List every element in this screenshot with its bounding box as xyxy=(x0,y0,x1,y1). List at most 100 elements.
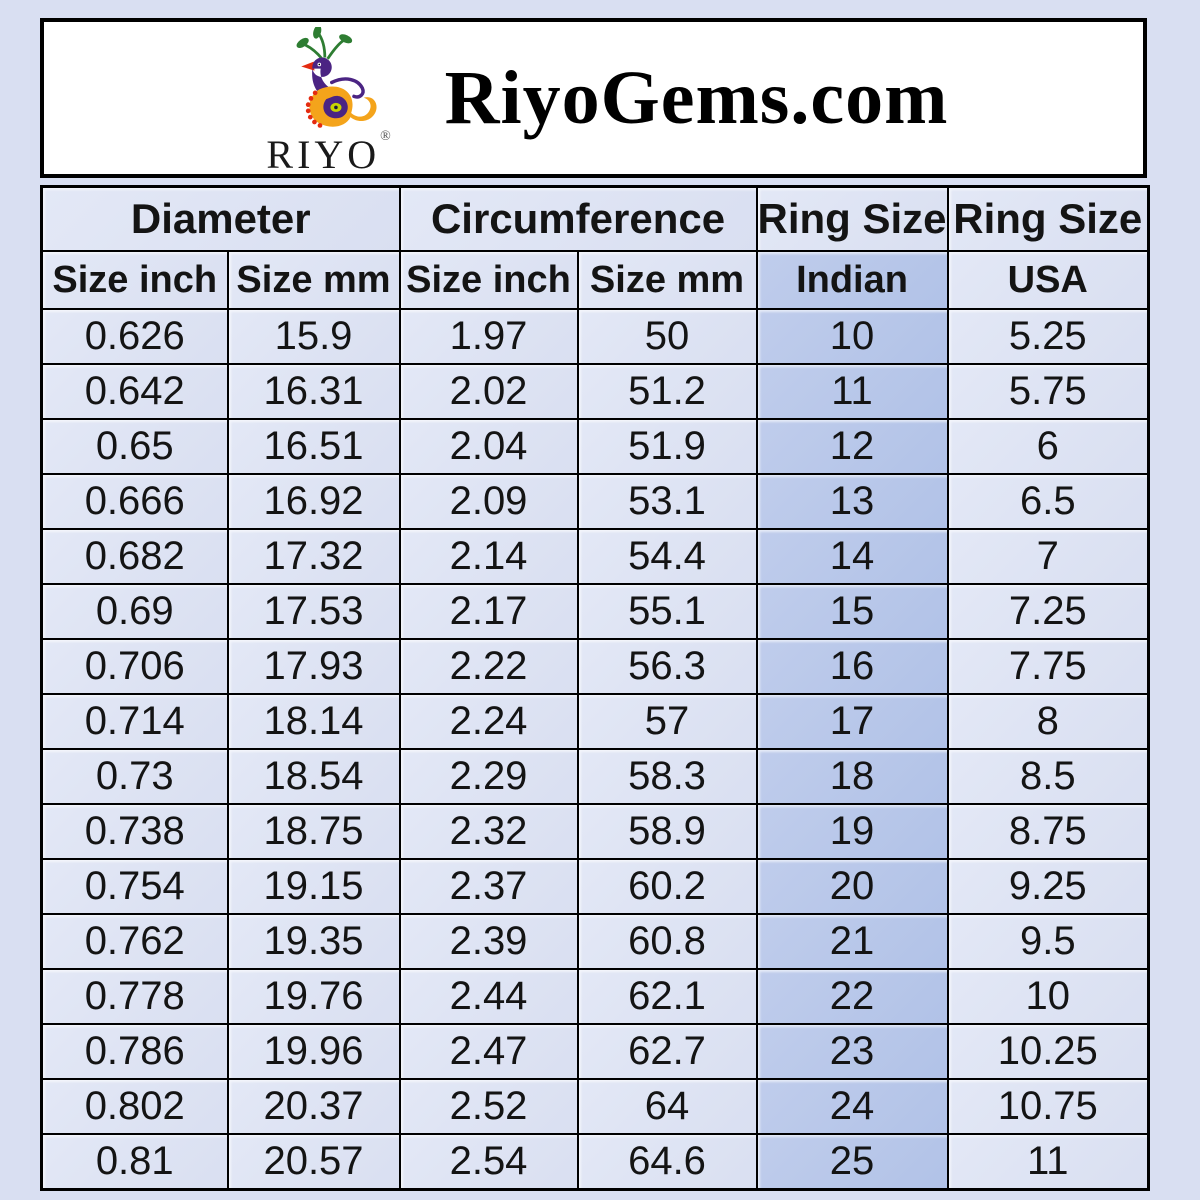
table-cell: 22 xyxy=(755,968,949,1025)
table-cell: 0.706 xyxy=(40,638,229,695)
table-cell: 12 xyxy=(755,418,949,475)
table-cell: 0.754 xyxy=(40,858,229,915)
table-cell: 2.37 xyxy=(398,858,579,915)
table-cell: 58.9 xyxy=(576,803,758,860)
group-header-row: Diameter Circumference Ring Size Ring Si… xyxy=(40,185,1150,252)
table-cell: 0.762 xyxy=(40,913,229,970)
table-cell: 0.738 xyxy=(40,803,229,860)
column-group-ring-size-usa: Ring Size xyxy=(946,185,1150,252)
table-cell: 11 xyxy=(755,363,949,420)
table-cell: 19.76 xyxy=(226,968,401,1025)
table-cell: 7 xyxy=(946,528,1150,585)
site-title: RiyoGems.com xyxy=(444,55,949,140)
table-cell: 19.35 xyxy=(226,913,401,970)
table-cell: 1.97 xyxy=(398,308,579,365)
table-cell: 64 xyxy=(576,1078,758,1135)
table-cell: 50 xyxy=(576,308,758,365)
column-group-diameter: Diameter xyxy=(40,185,401,252)
table-cell: 16.51 xyxy=(226,418,401,475)
table-cell: 7.25 xyxy=(946,583,1150,640)
table-cell: 20 xyxy=(755,858,949,915)
table-cell: 21 xyxy=(755,913,949,970)
table-cell: 60.2 xyxy=(576,858,758,915)
table-cell: 64.6 xyxy=(576,1133,758,1191)
table-cell: 8.75 xyxy=(946,803,1150,860)
table-row: 0.69 17.53 2.17 55.1 15 7.25 xyxy=(40,583,1150,640)
column-header-usa: USA xyxy=(946,250,1150,310)
table-cell: 5.25 xyxy=(946,308,1150,365)
table-cell: 2.39 xyxy=(398,913,579,970)
table-cell: 18.54 xyxy=(226,748,401,805)
table-cell: 23 xyxy=(755,1023,949,1080)
peacock-pupil xyxy=(318,63,320,65)
table-cell: 16.92 xyxy=(226,473,401,530)
peacock-beak xyxy=(300,61,315,71)
table-cell: 10 xyxy=(755,308,949,365)
table-cell: 20.57 xyxy=(226,1133,401,1191)
table-cell: 0.778 xyxy=(40,968,229,1025)
table-cell: 0.69 xyxy=(40,583,229,640)
table-cell: 2.14 xyxy=(398,528,579,585)
peacock-paisley-eye-center xyxy=(333,105,338,109)
table-row: 0.754 19.15 2.37 60.2 20 9.25 xyxy=(40,858,1150,915)
table-cell: 2.09 xyxy=(398,473,579,530)
table-header: Diameter Circumference Ring Size Ring Si… xyxy=(40,185,1150,310)
table-body: 0.626 15.9 1.97 50 10 5.25 0.642 16.31 2.02 51.2 1… xyxy=(40,308,1150,1191)
table-row: 0.802 20.37 2.52 64 24 10.75 xyxy=(40,1078,1150,1135)
column-header-size-mm: Size mm xyxy=(576,250,758,310)
table-cell: 62.7 xyxy=(576,1023,758,1080)
table-row: 0.738 18.75 2.32 58.9 19 8.75 xyxy=(40,803,1150,860)
table-cell: 2.17 xyxy=(398,583,579,640)
brand-header: RIYO® RiyoGems.com xyxy=(40,18,1147,178)
table-cell: 15 xyxy=(755,583,949,640)
table-row: 0.642 16.31 2.02 51.2 11 5.75 xyxy=(40,363,1150,420)
table-cell: 19.15 xyxy=(226,858,401,915)
table-cell: 58.3 xyxy=(576,748,758,805)
table-cell: 2.24 xyxy=(398,693,579,750)
table-cell: 15.9 xyxy=(226,308,401,365)
table-cell: 2.02 xyxy=(398,363,579,420)
table-row: 0.706 17.93 2.22 56.3 16 7.75 xyxy=(40,638,1150,695)
table-cell: 10.25 xyxy=(946,1023,1150,1080)
table-cell: 51.9 xyxy=(576,418,758,475)
table-cell: 9.25 xyxy=(946,858,1150,915)
table-cell: 25 xyxy=(755,1133,949,1191)
table-cell: 53.1 xyxy=(576,473,758,530)
table-cell: 17 xyxy=(755,693,949,750)
table-cell: 54.4 xyxy=(576,528,758,585)
table-cell: 18 xyxy=(755,748,949,805)
riyo-logo: RIYO® xyxy=(239,26,419,174)
peacock-wing-swirl xyxy=(329,76,365,99)
table-row: 0.778 19.76 2.44 62.1 22 10 xyxy=(40,968,1150,1025)
table-cell: 57 xyxy=(576,693,758,750)
table-cell: 18.14 xyxy=(226,693,401,750)
table-cell: 5.75 xyxy=(946,363,1150,420)
table-row: 0.786 19.96 2.47 62.7 23 10.25 xyxy=(40,1023,1150,1080)
sub-header-row: Size inch Size mm Size inch Size mm Indian US… xyxy=(40,250,1150,310)
table-cell: 0.714 xyxy=(40,693,229,750)
peacock-logo-icon xyxy=(296,26,377,128)
table-cell: 7.75 xyxy=(946,638,1150,695)
table-cell: 55.1 xyxy=(576,583,758,640)
table-cell: 17.32 xyxy=(226,528,401,585)
table-cell: 13 xyxy=(755,473,949,530)
logo-wordmark-text: RIYO xyxy=(266,131,381,177)
table-row: 0.714 18.14 2.24 57 17 8 xyxy=(40,693,1150,750)
peacock-red-dots xyxy=(305,90,322,128)
table-row: 0.65 16.51 2.04 51.9 12 6 xyxy=(40,418,1150,475)
column-header-size-inch: Size inch xyxy=(398,250,579,310)
table-cell: 2.22 xyxy=(398,638,579,695)
table-cell: 6.5 xyxy=(946,473,1150,530)
table-cell: 2.52 xyxy=(398,1078,579,1135)
table-cell: 0.626 xyxy=(40,308,229,365)
column-group-ring-size-indian: Ring Size xyxy=(755,185,949,252)
table-cell: 2.54 xyxy=(398,1133,579,1191)
table-cell: 0.642 xyxy=(40,363,229,420)
table-cell: 14 xyxy=(755,528,949,585)
table-cell: 2.44 xyxy=(398,968,579,1025)
table-cell: 19 xyxy=(755,803,949,860)
table-cell: 0.666 xyxy=(40,473,229,530)
table-cell: 0.786 xyxy=(40,1023,229,1080)
table-cell: 17.93 xyxy=(226,638,401,695)
